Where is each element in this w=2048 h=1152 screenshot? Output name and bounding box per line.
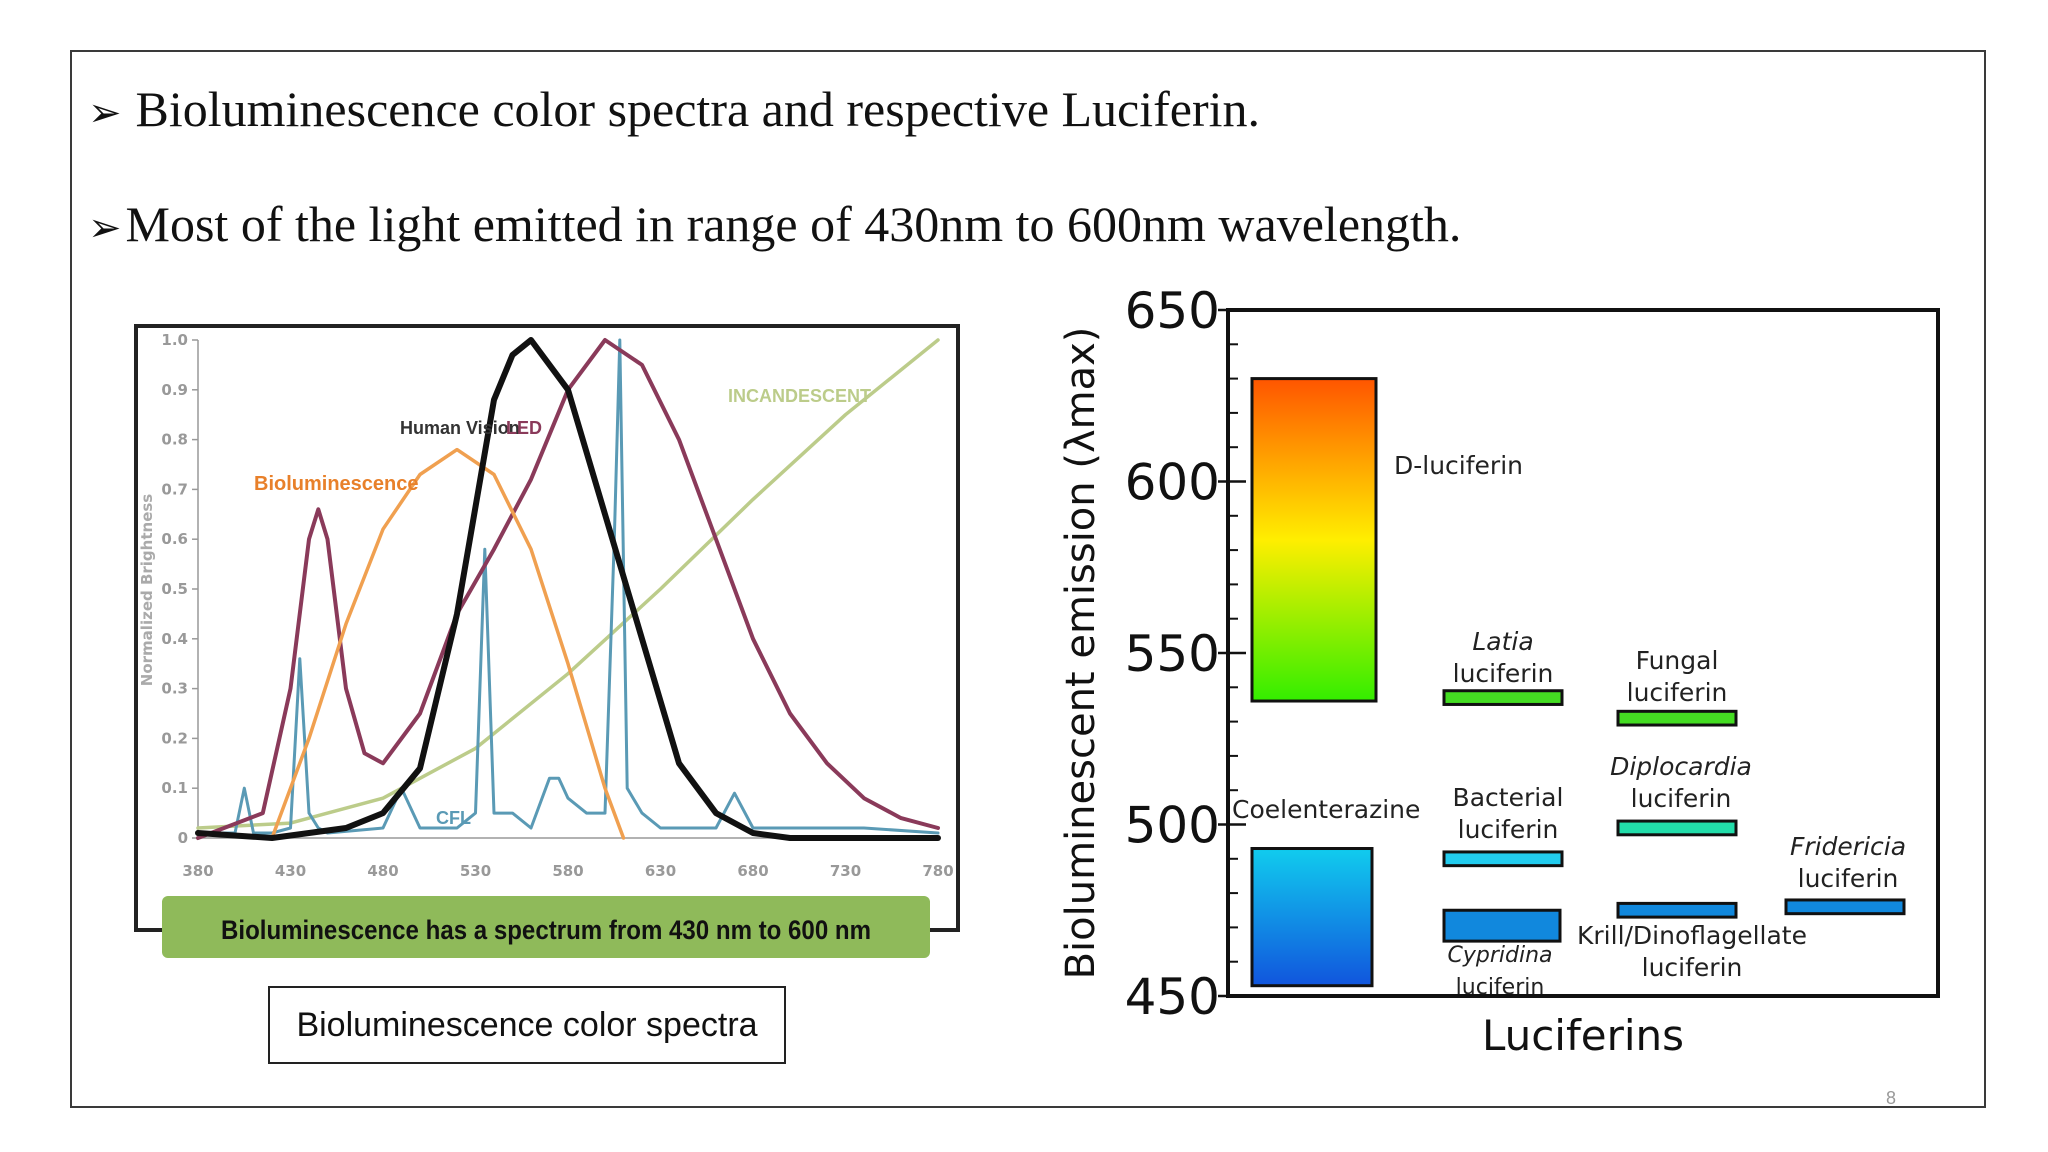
bullet-1-text: Bioluminescence color spectra and respec… [135,81,1261,137]
bullet-1: ➢ Bioluminescence color spectra and respe… [88,80,1260,138]
luciferin-label-5-0: Fungal [1636,646,1719,675]
spectra-y-tick-label: 0.8 [161,431,188,449]
luciferin-bar-8 [1784,898,1906,916]
luciferin-x-axis-label: Luciferins [1482,1011,1684,1060]
spectra-y-tick-label: 0.9 [161,381,188,399]
spectra-y-axis-label: Normalized Brightness [138,494,156,686]
spectra-x-tick-label: 680 [737,862,768,880]
spectra-y-tick-label: 0.2 [161,729,188,747]
luciferin-bar-5 [1616,709,1738,727]
luciferin-label-3-0: Bacterial [1453,783,1564,812]
spectra-x-tick-label: 730 [830,862,861,880]
spectra-y-tick-label: 0.7 [161,480,188,498]
spectra-annotation-1: Human Vision [400,418,520,438]
luciferin-bar-3 [1442,850,1564,868]
luciferin-label-1-0: Coelenterazine [1232,795,1420,824]
spectra-banner-text: Bioluminescence has a spectrum from 430 … [221,915,871,945]
luciferin-bar-6 [1616,819,1738,837]
spectra-annotation-3: INCANDESCENT [728,386,871,406]
bullet-2-text: Most of the light emitted in range of 43… [125,196,1462,252]
luciferin-label-0-0: D-luciferin [1394,451,1523,480]
luciferin-label-8-1: luciferin [1798,864,1899,893]
luciferin-bar-2 [1442,689,1564,706]
luciferin-bar-4 [1442,908,1562,943]
luciferin-label-7-0: Krill/Dinoflagellate [1577,921,1807,950]
spectra-y-tick-label: 0.4 [161,630,188,648]
spectra-y-tick-label: 0.3 [161,680,188,698]
arrow-bullet-icon: ➢ [88,90,122,136]
spectra-x-tick-label: 780 [922,862,953,880]
spectra-annotation-4: CFL [436,808,471,828]
spectra-x-tick-label: 630 [645,862,676,880]
luciferin-label-2-0: Latia [1472,627,1533,656]
luciferin-label-6-1: luciferin [1631,784,1732,813]
spectra-y-tick-label: 0.5 [161,580,188,598]
luciferin-label-4-1: luciferin [1456,975,1545,1000]
spectra-annotation-0: Bioluminescence [254,473,419,495]
spectra-x-tick-label: 580 [552,862,583,880]
luciferin-label-7-1: luciferin [1642,953,1743,982]
luciferin-y-tick-label: 450 [1125,968,1220,1026]
spectra-series-human-vision [195,337,941,841]
luciferin-y-tick-label: 500 [1125,797,1220,855]
spectra-y-tick-label: 0 [178,829,188,847]
spectra-x-tick-label: 430 [275,862,306,880]
luciferin-label-2-1: luciferin [1453,659,1554,688]
slide-frame [70,50,1986,1108]
spectra-y-tick-label: 0.1 [161,779,188,797]
luciferin-bar-1 [1250,847,1374,988]
spectra-x-tick-label: 530 [460,862,491,880]
spectra-annotation-2: LED [506,418,542,438]
spectra-series-cfl [196,338,940,835]
luciferin-y-tick-label: 650 [1125,282,1220,340]
spectra-x-tick-label: 380 [182,862,213,880]
spectra-series-incandescent [196,338,940,830]
spectra-banner-background [162,896,930,958]
luciferin-y-tick-label: 550 [1125,625,1220,683]
luciferin-bar-7 [1616,901,1738,919]
bullet-2: ➢Most of the light emitted in range of 4… [88,195,1461,253]
arrow-bullet-icon: ➢ [88,205,122,251]
spectra-series-bioluminescence [270,447,626,840]
luciferin-bar-0 [1250,377,1378,703]
luciferin-y-tick-label: 600 [1125,454,1220,512]
luciferin-label-4-0: Cypridina [1447,943,1552,968]
luciferin-label-3-1: luciferin [1458,815,1559,844]
page-number: 8 [1886,1088,1897,1108]
spectra-y-tick-label: 0.6 [161,530,188,548]
figure-caption: Bioluminescence color spectra [268,986,786,1064]
spectra-x-tick-label: 480 [367,862,398,880]
luciferin-label-6-0: Diplocardia [1610,752,1752,781]
luciferin-label-5-1: luciferin [1627,678,1728,707]
spectra-y-tick-label: 1.0 [161,331,188,349]
luciferin-y-axis-label: Bioluminescent emission (λmax) [1058,327,1104,980]
luciferin-label-8-0: Fridericia [1790,832,1906,861]
